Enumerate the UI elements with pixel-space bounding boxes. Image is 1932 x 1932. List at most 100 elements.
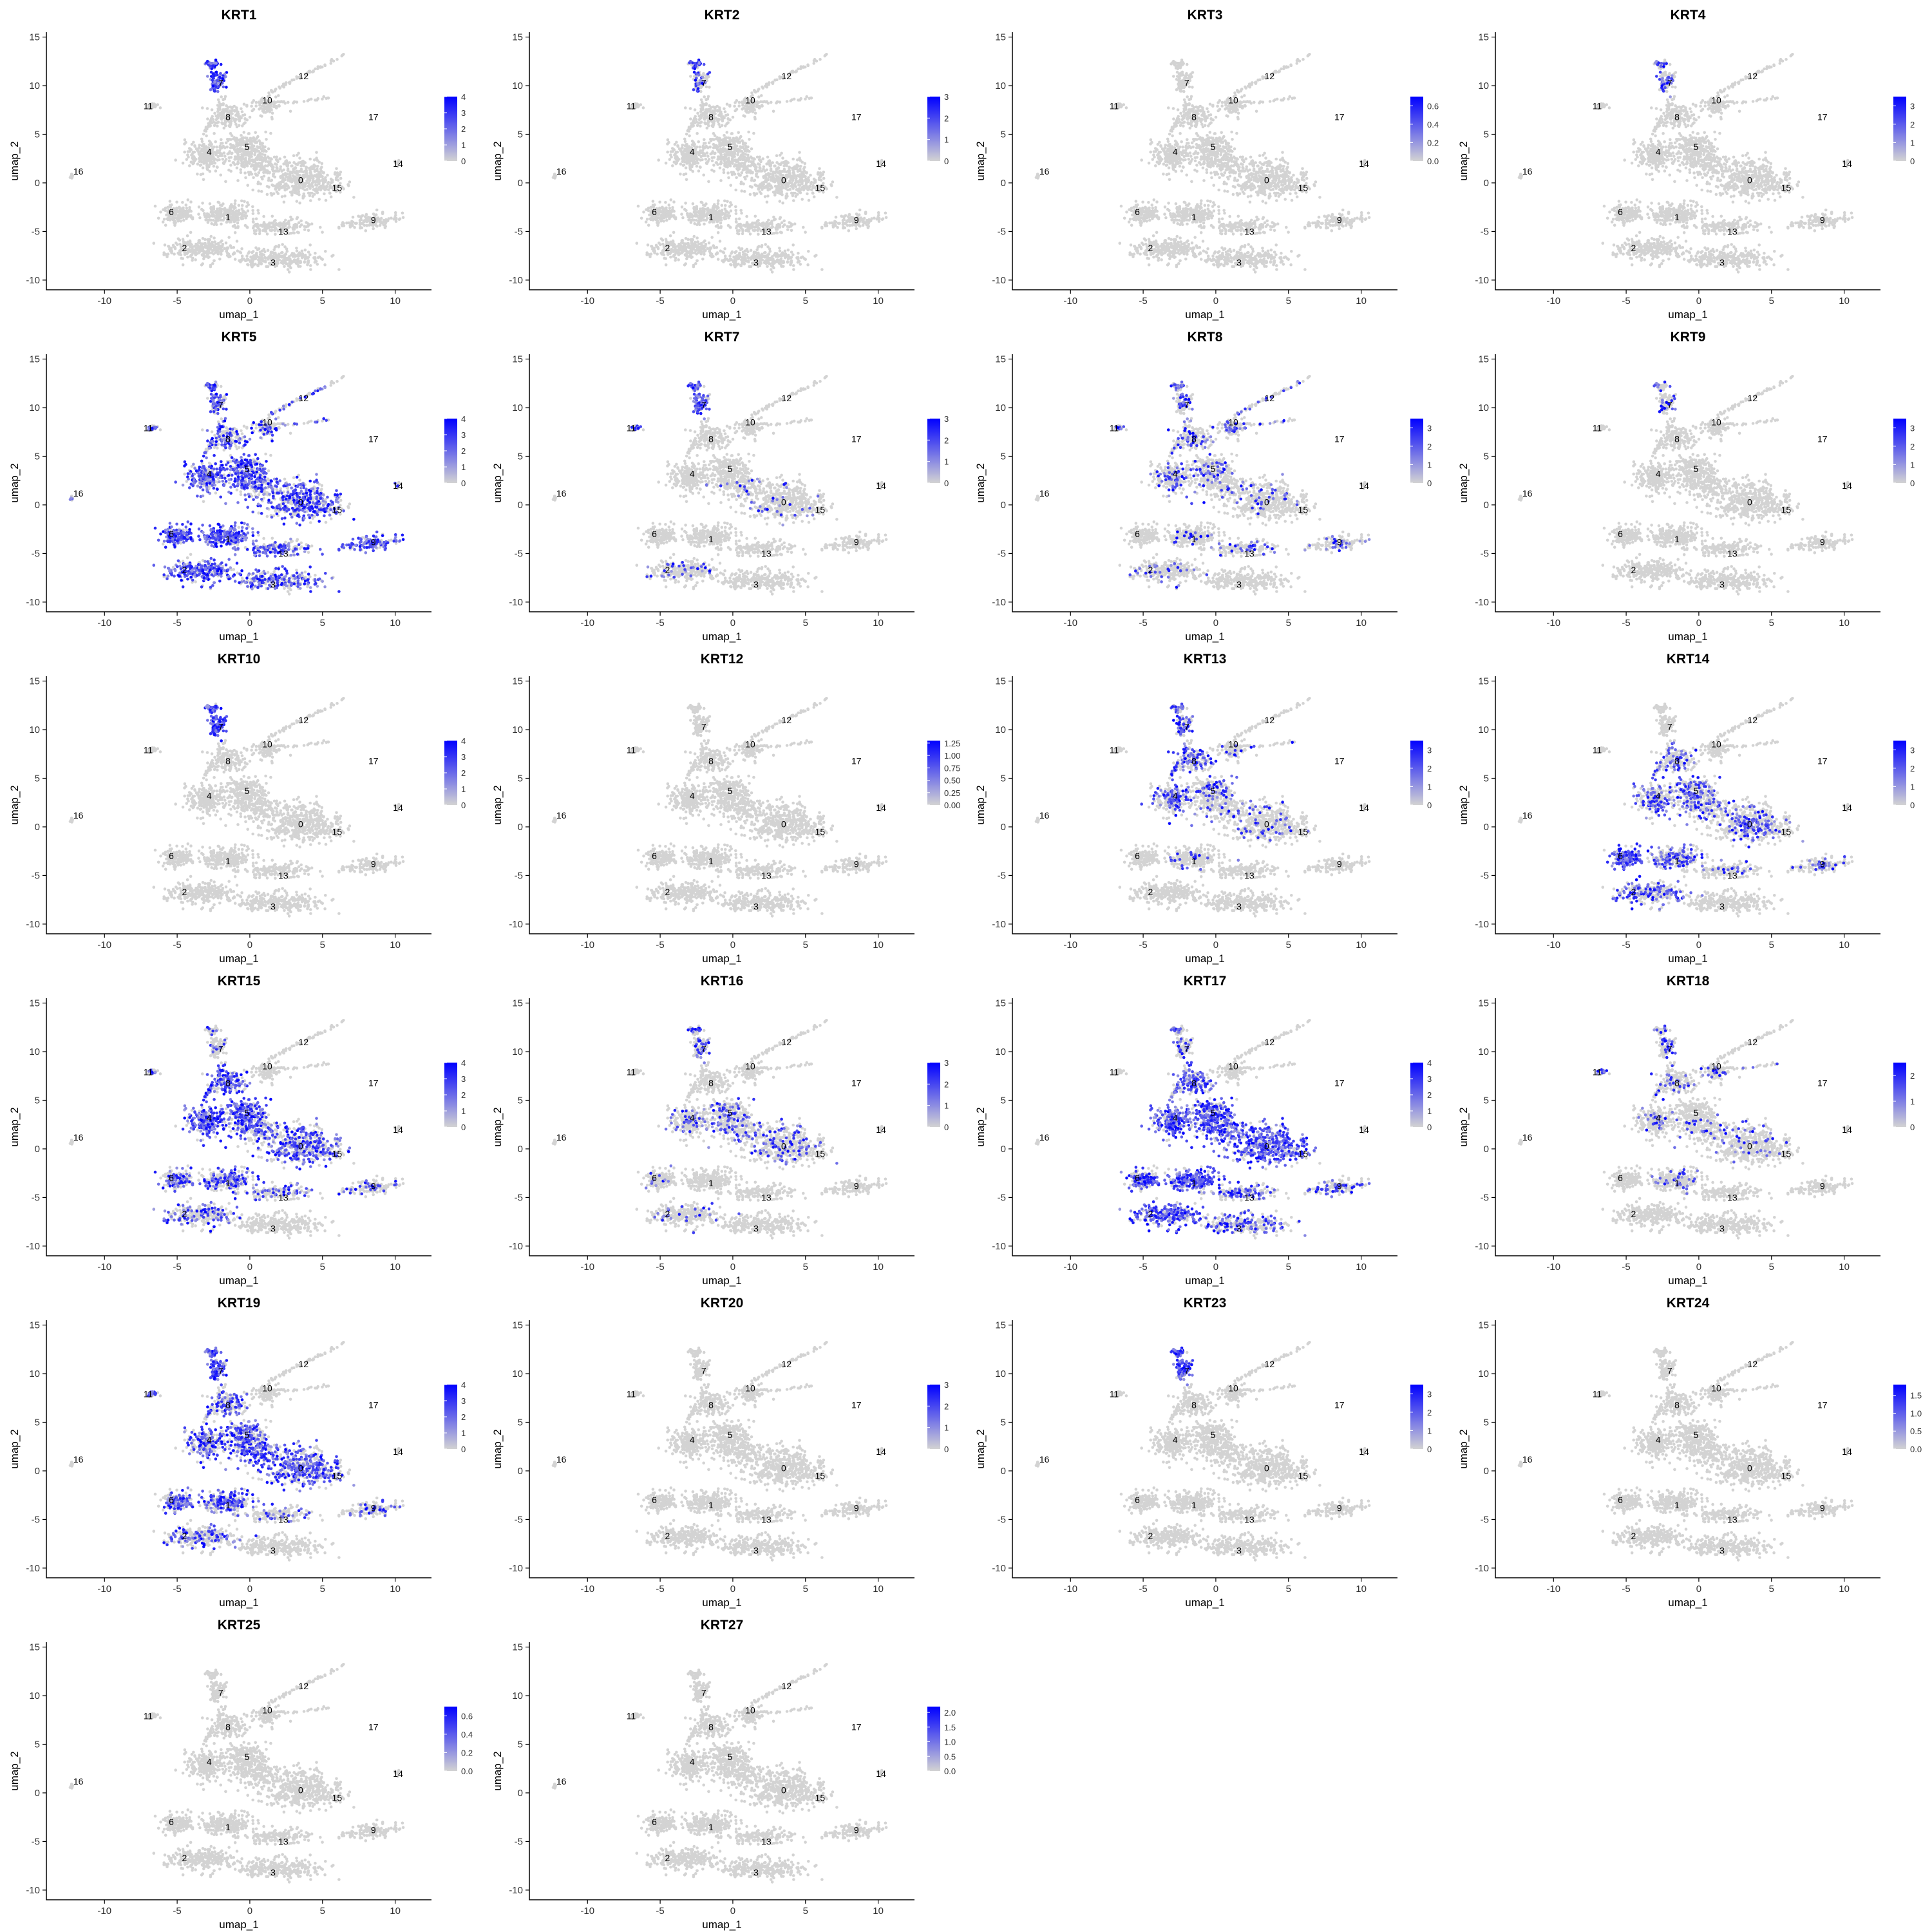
cell-point bbox=[725, 210, 728, 213]
cell-point bbox=[202, 178, 205, 182]
cluster-label: 14 bbox=[393, 158, 403, 169]
cell-point bbox=[753, 194, 757, 197]
cell-point bbox=[267, 91, 270, 95]
cell-point bbox=[294, 187, 297, 190]
cell-point bbox=[806, 193, 809, 196]
cell-point bbox=[689, 75, 692, 78]
cell-point bbox=[708, 242, 711, 245]
cell-point bbox=[706, 151, 709, 155]
cell-point bbox=[719, 162, 723, 166]
cell-point bbox=[246, 162, 249, 165]
cell-point bbox=[296, 193, 299, 196]
cell-point bbox=[189, 231, 193, 234]
cell-point bbox=[723, 140, 726, 143]
cell-point bbox=[689, 238, 692, 242]
cell-point bbox=[694, 211, 697, 214]
cell-point bbox=[393, 218, 397, 221]
cell-point bbox=[211, 241, 214, 244]
cell-point bbox=[696, 236, 699, 240]
cell-point bbox=[321, 184, 325, 187]
cell-point bbox=[694, 156, 697, 160]
cell-point bbox=[240, 134, 243, 137]
plot-title: KRT2 bbox=[705, 8, 740, 23]
cell-point bbox=[689, 251, 692, 254]
cell-point bbox=[805, 171, 808, 175]
cell-point bbox=[228, 150, 231, 153]
cell-point bbox=[279, 167, 282, 171]
cell-point bbox=[324, 250, 327, 253]
cell-point bbox=[672, 254, 676, 257]
cell-point bbox=[262, 215, 265, 218]
cell-point bbox=[297, 231, 300, 234]
cell-point bbox=[253, 232, 256, 235]
cell-point bbox=[213, 165, 216, 168]
cell-point bbox=[321, 231, 324, 234]
cell-point bbox=[204, 129, 207, 132]
cell-point bbox=[697, 140, 700, 144]
cell-point bbox=[260, 162, 263, 165]
cell-point bbox=[211, 211, 214, 214]
cell-point bbox=[779, 193, 782, 196]
cell-point bbox=[319, 186, 323, 189]
cell-point bbox=[236, 138, 240, 142]
x-tick-label: 10 bbox=[390, 296, 401, 307]
cell-point bbox=[184, 141, 187, 144]
cluster-label: 2 bbox=[182, 243, 187, 253]
cell-point bbox=[767, 160, 770, 163]
cell-point bbox=[645, 220, 648, 223]
cell-point bbox=[203, 254, 206, 258]
cell-point bbox=[214, 62, 218, 65]
cell-point bbox=[711, 150, 714, 153]
cell-point bbox=[220, 104, 223, 107]
cell-point bbox=[259, 251, 262, 254]
cell-point bbox=[227, 247, 230, 250]
cell-point bbox=[206, 117, 209, 120]
cell-point bbox=[283, 189, 287, 192]
cell-point bbox=[697, 158, 700, 161]
cell-point bbox=[303, 100, 306, 103]
cell-point bbox=[221, 142, 224, 145]
cell-point bbox=[194, 243, 198, 246]
cell-point bbox=[773, 232, 776, 235]
cell-point bbox=[284, 219, 287, 222]
cell-point bbox=[681, 205, 684, 209]
cell-point bbox=[740, 189, 743, 193]
x-tick-label: -5 bbox=[173, 296, 181, 307]
cell-point bbox=[720, 153, 723, 156]
cluster-label: 16 bbox=[73, 166, 84, 176]
cell-point bbox=[352, 196, 355, 199]
cell-point bbox=[274, 187, 278, 191]
cell-point bbox=[671, 164, 674, 167]
cell-point bbox=[260, 147, 263, 151]
cell-point bbox=[703, 117, 706, 120]
y-tick-label: 15 bbox=[29, 32, 40, 43]
cell-point bbox=[278, 188, 281, 191]
cell-point bbox=[757, 232, 760, 236]
cell-point bbox=[258, 139, 261, 142]
cell-point bbox=[187, 198, 190, 202]
cell-point bbox=[664, 201, 667, 204]
cell-point bbox=[292, 154, 296, 157]
cell-point bbox=[648, 214, 651, 217]
cell-point bbox=[739, 149, 743, 153]
cell-point bbox=[328, 186, 332, 189]
cell-point bbox=[719, 113, 722, 117]
cell-point bbox=[234, 123, 238, 126]
cell-point bbox=[742, 152, 745, 155]
cell-point bbox=[831, 180, 835, 184]
cell-point bbox=[216, 104, 220, 107]
cell-point bbox=[658, 201, 661, 204]
cell-point bbox=[292, 252, 296, 256]
cell-point bbox=[290, 171, 293, 175]
cell-point bbox=[202, 160, 205, 164]
cell-point bbox=[220, 252, 223, 256]
cell-point bbox=[210, 118, 213, 121]
cell-point bbox=[159, 106, 162, 109]
cell-point bbox=[196, 163, 200, 166]
scatter-points bbox=[69, 53, 405, 274]
cell-point bbox=[316, 165, 319, 168]
cell-point bbox=[180, 214, 183, 217]
cell-point bbox=[236, 142, 240, 145]
cell-point bbox=[719, 216, 723, 220]
cell-point bbox=[246, 201, 249, 204]
